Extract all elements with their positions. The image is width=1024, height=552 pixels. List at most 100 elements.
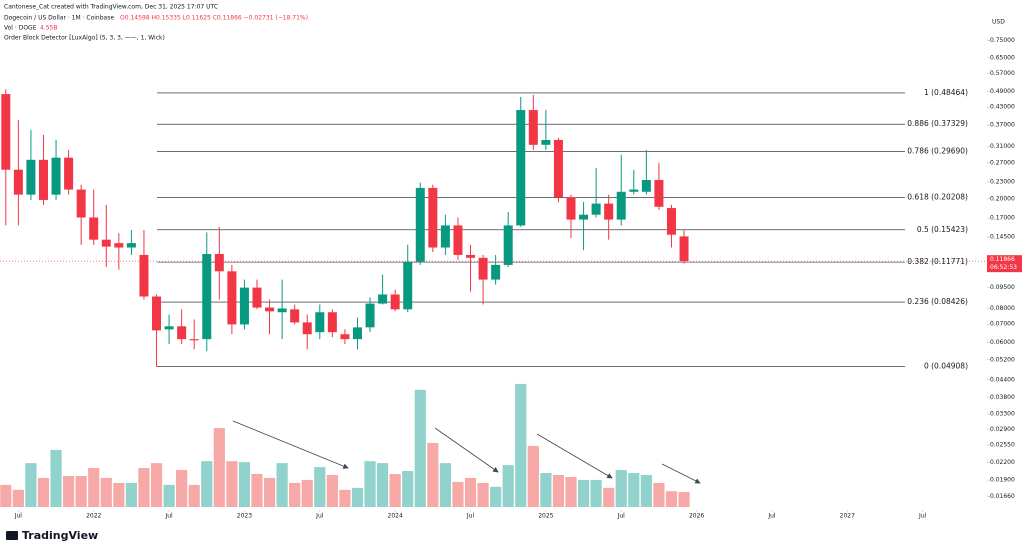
y-tick-label: 0.02200 <box>990 459 1015 466</box>
volume-bar <box>138 468 150 507</box>
currency: USD <box>992 19 1005 26</box>
volume-bar <box>289 482 301 507</box>
brand-logo: TradingView <box>6 529 98 542</box>
candle-body <box>38 159 48 200</box>
y-tick-label: 0.02900 <box>990 426 1015 433</box>
volume-bar <box>402 471 414 507</box>
volume-bar <box>452 481 464 507</box>
candle-body <box>579 214 589 220</box>
x-tick-label: 2024 <box>388 513 403 520</box>
volume-bar <box>125 482 137 507</box>
candle-body <box>528 110 538 145</box>
candle-body <box>164 326 174 330</box>
x-tick-label: Jul <box>14 513 23 520</box>
volume-bar <box>653 482 665 507</box>
candle-body <box>629 189 639 192</box>
volume-bar <box>50 449 62 507</box>
candle-body <box>654 179 664 207</box>
volume-bar <box>0 484 12 507</box>
volume-bar <box>477 482 489 507</box>
fib-label: 0.886 (0.37329) <box>907 119 968 128</box>
x-tick-label: 2025 <box>538 513 553 520</box>
x-tick-label: 2027 <box>840 513 855 520</box>
volume-bar <box>490 486 502 507</box>
y-tick-label: 0.04400 <box>990 376 1015 383</box>
candle-body <box>114 243 124 248</box>
volume-bar <box>150 463 163 507</box>
y-tick-label: 0.01660 <box>990 493 1015 500</box>
volume-bar <box>552 474 565 507</box>
volume-bar <box>326 474 338 507</box>
x-tick-label: Jul <box>164 513 173 520</box>
candle-body <box>616 191 626 220</box>
volume-bar <box>88 468 100 507</box>
y-tick-label: 0.65000 <box>990 54 1015 61</box>
volume-bar <box>590 479 602 507</box>
candle-body <box>290 309 300 323</box>
candle-body <box>327 312 337 333</box>
fib-label: 0.618 (0.20208) <box>907 193 968 202</box>
candle-body <box>403 261 413 310</box>
candle-body <box>541 139 551 145</box>
volume-bar <box>75 475 87 507</box>
candle-body <box>126 243 136 248</box>
fib-label: 0 (0.04908) <box>924 362 968 371</box>
candle-body <box>428 187 438 248</box>
volume-bar <box>12 489 24 507</box>
candle-body <box>466 254 476 258</box>
candle-body <box>302 322 312 335</box>
volume-label: Vol · DOGE <box>4 25 37 32</box>
volume-bar <box>515 383 527 507</box>
volume-bar <box>226 461 238 507</box>
volume-bar <box>276 463 288 507</box>
y-tick-label: 0.27000 <box>990 159 1015 166</box>
volume-bar <box>176 470 188 507</box>
candle-body <box>227 271 237 325</box>
candle-body <box>239 287 249 325</box>
x-tick-label: Jul <box>315 513 324 520</box>
last-price-box <box>987 255 1022 273</box>
trend-arrow <box>661 463 701 484</box>
last-price-label: 0.11866 <box>990 256 1015 263</box>
volume-bar <box>427 442 439 507</box>
candle-body <box>139 254 149 297</box>
candle-body <box>566 197 576 220</box>
candle-body <box>491 264 501 280</box>
volume-bar <box>678 491 690 507</box>
fib-label: 0.236 (0.08426) <box>907 297 968 306</box>
symbol: Dogecoin / US Dollar · 1M · Coinbase <box>4 15 114 22</box>
countdown: 06:52:53 <box>990 264 1017 271</box>
volume-bar <box>100 477 112 507</box>
x-tick-label: Jul <box>918 513 927 520</box>
y-tick-label: 0.17000 <box>990 215 1015 222</box>
y-tick-label: 0.05200 <box>990 356 1015 363</box>
volume-bar <box>565 476 577 507</box>
y-tick-label: 0.09500 <box>990 284 1015 291</box>
candle-body <box>1 94 11 170</box>
candle-body <box>26 159 36 195</box>
fib-label: 0.5 (0.15423) <box>917 225 968 234</box>
volume-bar <box>25 463 37 507</box>
candle-body <box>553 139 563 198</box>
volume-bar <box>414 389 426 507</box>
y-tick-label: 0.02550 <box>990 441 1015 448</box>
volume-bar <box>502 465 514 507</box>
y-tick-label: 0.03800 <box>990 394 1015 401</box>
volume-bar <box>314 467 326 507</box>
trend-arrow <box>434 427 499 473</box>
volume-bar <box>364 461 376 507</box>
volume-bar <box>263 477 276 507</box>
logo-mark <box>6 531 18 540</box>
candle-body <box>516 110 526 226</box>
candle-body <box>453 225 463 255</box>
y-tick-label: 0.07000 <box>990 321 1015 328</box>
volume-bar <box>665 491 678 507</box>
fib-label: 0.382 (0.11771) <box>907 257 968 266</box>
volume-bar <box>577 479 590 507</box>
y-tick-label: 0.20000 <box>990 195 1015 202</box>
volume-bar <box>628 473 640 507</box>
volume-bar <box>163 484 175 507</box>
candle-body <box>265 307 275 312</box>
y-tick-label: 0.14500 <box>990 234 1015 241</box>
